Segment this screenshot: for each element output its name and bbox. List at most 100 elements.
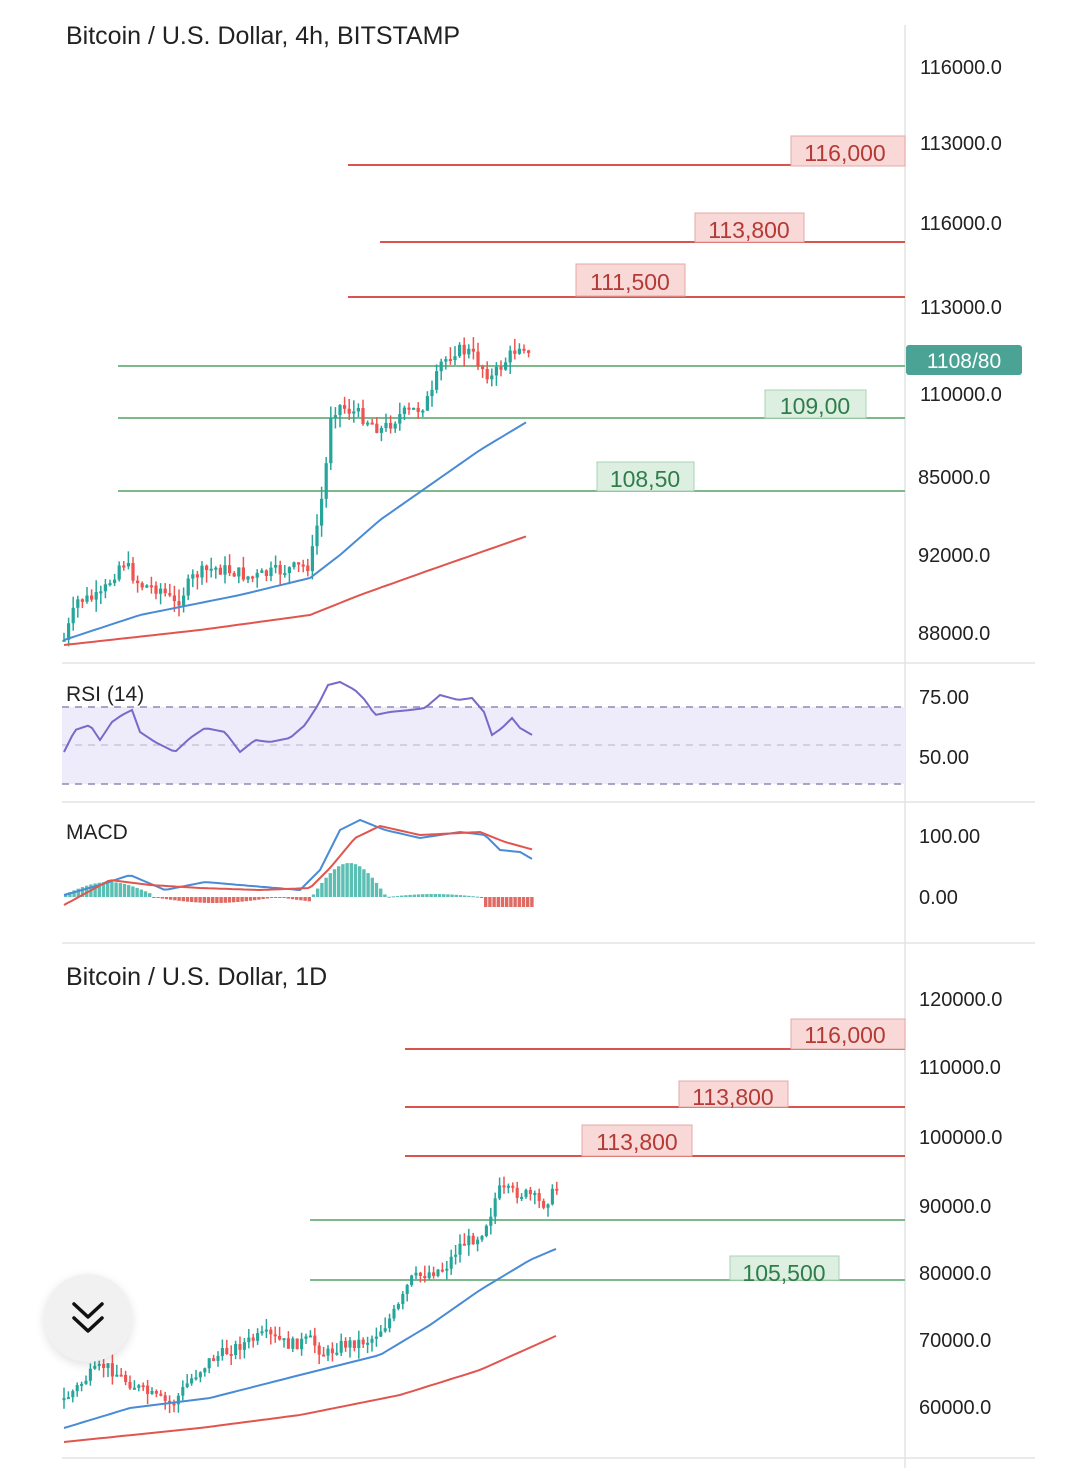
macd-histogram-bar <box>110 882 114 897</box>
candle-body <box>158 588 163 594</box>
macd-histogram-bar <box>156 897 160 898</box>
candle-body <box>306 565 310 572</box>
macd-histogram-bar <box>135 887 139 897</box>
candle-body <box>260 570 264 573</box>
candle-body <box>99 591 103 594</box>
macd-histogram-bar <box>433 894 437 897</box>
macd-histogram-bar <box>412 894 416 897</box>
candle-body <box>238 1343 242 1350</box>
candle-body <box>181 595 186 606</box>
macd-histogram-bar <box>173 897 177 901</box>
macd-histogram-bar <box>97 882 101 897</box>
candle-body <box>286 1338 290 1349</box>
candle-body <box>511 1185 515 1188</box>
chart-title-1d: Bitcoin / U.S. Dollar, 1D <box>66 963 327 991</box>
candle-body <box>315 525 319 547</box>
macd-histogram-bar <box>521 897 526 907</box>
candle-body <box>177 601 181 606</box>
candle-body <box>490 375 494 380</box>
rsi-title: RSI (14) <box>66 683 144 706</box>
candle-body <box>503 362 508 370</box>
resistance-tag-bg <box>790 135 906 167</box>
macd-histogram-bar <box>450 894 454 897</box>
candle-body <box>66 1397 70 1400</box>
macd-histogram-bar <box>143 891 148 897</box>
candles-4h <box>62 337 531 647</box>
candle-body <box>480 1236 484 1240</box>
macd-title: MACD <box>66 821 128 844</box>
macd-histogram-bar <box>131 886 135 897</box>
collapse-button[interactable] <box>44 1274 132 1362</box>
candle-body <box>218 567 223 575</box>
candle-body <box>66 623 71 640</box>
candle-body <box>185 1383 189 1388</box>
candle-body <box>241 567 246 580</box>
candle-body <box>117 565 121 580</box>
macd-histogram-bar <box>517 897 521 907</box>
candle-body <box>352 411 356 414</box>
candle-body <box>273 564 278 568</box>
price-axis-4h: 116000.0 113000.0 116000.0 113000.0 1100… <box>918 57 1002 645</box>
macd-histogram-bar <box>148 893 152 897</box>
candle-body <box>97 1363 101 1366</box>
candle-body <box>361 1339 365 1345</box>
macd-histogram-bar <box>383 894 387 897</box>
macd-histogram-bar <box>345 863 349 897</box>
resistance-tag-bg <box>678 1080 789 1108</box>
candle-body <box>494 367 499 376</box>
candle-body <box>453 356 457 361</box>
candle-body <box>361 407 365 424</box>
axis-label: 60000.0 <box>919 1397 991 1419</box>
resistance-tag-bg <box>790 1018 906 1050</box>
candle-body <box>232 573 236 577</box>
candle-body <box>407 407 411 410</box>
macd-histogram-bar <box>425 894 429 897</box>
candle-body <box>110 1363 114 1377</box>
macd-histogram-bar <box>349 863 353 897</box>
macd-histogram-bar <box>185 897 190 902</box>
candle-body <box>467 348 471 355</box>
candle-body <box>89 595 94 600</box>
axis-label: 92000.0 <box>918 545 990 567</box>
candle-body <box>84 1380 88 1384</box>
candle-body <box>333 415 338 419</box>
candle-body <box>326 1348 330 1356</box>
macd-histogram-bar <box>366 873 370 897</box>
candle-body <box>62 1398 66 1401</box>
candle-body <box>71 607 75 624</box>
candle-body <box>398 414 402 424</box>
candle-body <box>300 1338 304 1350</box>
price-axis-1d: 120000.0 110000.0 100000.0 90000.0 80000… <box>919 989 1002 1419</box>
macd-histogram-bar <box>278 897 282 898</box>
candle-body <box>204 565 209 571</box>
candle-body <box>458 1243 462 1255</box>
candle-body <box>471 1235 475 1245</box>
axis-label: 120000.0 <box>919 989 1002 1011</box>
candle-body <box>214 567 218 570</box>
candle-body <box>517 348 522 354</box>
macd-histogram-bar <box>492 897 496 907</box>
candle-body <box>251 1337 255 1341</box>
macd-histogram-bar <box>379 888 383 897</box>
resistance-label: 113,800 <box>708 217 789 243</box>
candle-body <box>242 1342 246 1350</box>
candle-body <box>207 1358 211 1369</box>
macd-histogram-bar <box>458 895 463 897</box>
macd-histogram-bar <box>118 883 122 897</box>
axis-label: 50.00 <box>919 747 969 769</box>
candle-body <box>444 359 448 362</box>
macd-histogram-bar <box>190 897 194 903</box>
macd-histogram-bar <box>139 889 143 897</box>
candle-body <box>88 1368 92 1381</box>
candle-body <box>366 1342 370 1345</box>
macd-histogram-bar <box>353 864 358 897</box>
candle-body <box>145 585 149 588</box>
candle-body <box>295 1338 299 1350</box>
axis-label: 75.00 <box>919 687 969 709</box>
macd-histogram-bar <box>274 897 278 898</box>
candle-body <box>520 1196 524 1199</box>
candle-body <box>186 578 190 596</box>
candle-body <box>229 1354 233 1357</box>
candle-body <box>93 1365 97 1369</box>
support-label: 108,50 <box>610 466 680 492</box>
